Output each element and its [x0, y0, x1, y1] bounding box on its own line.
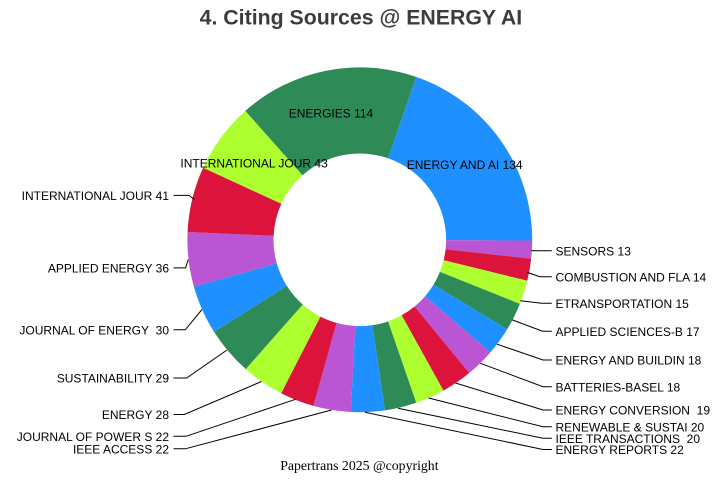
- svg-text:BATTERIES-BASEL 18: BATTERIES-BASEL 18: [556, 380, 681, 394]
- svg-text:JOURNAL OF ENERGY 30: JOURNAL OF ENERGY 30: [19, 323, 169, 337]
- svg-text:IEEE ACCESS 22: IEEE ACCESS 22: [73, 442, 169, 456]
- svg-text:ENERGY REPORTS 22: ENERGY REPORTS 22: [556, 443, 685, 457]
- svg-text:INTERNATIONAL JOUR 43: INTERNATIONAL JOUR 43: [180, 157, 328, 171]
- svg-text:ENERGY AND BUILDIN 18: ENERGY AND BUILDIN 18: [556, 354, 702, 368]
- svg-text:ENERGY 28: ENERGY 28: [102, 408, 169, 422]
- svg-text:RENEWABLE & SUSTAI 20: RENEWABLE & SUSTAI 20: [556, 420, 705, 434]
- svg-text:COMBUSTION AND FLA 14: COMBUSTION AND FLA 14: [556, 270, 707, 284]
- svg-text:ENERGIES 114: ENERGIES 114: [289, 107, 374, 121]
- svg-text:Papertrans 2025 @copyright: Papertrans 2025 @copyright: [280, 458, 438, 473]
- svg-text:ENERGY AND AI 134: ENERGY AND AI 134: [407, 158, 523, 172]
- svg-text:4. Citing Sources @ ENERGY AI: 4. Citing Sources @ ENERGY AI: [200, 5, 523, 29]
- svg-text:ETRANSPORTATION 15: ETRANSPORTATION 15: [556, 297, 690, 311]
- svg-text:IEEE TRANSACTIONS 20: IEEE TRANSACTIONS 20: [556, 432, 701, 446]
- svg-text:JOURNAL OF POWER S 22: JOURNAL OF POWER S 22: [17, 430, 170, 444]
- svg-text:INTERNATIONAL JOUR 41: INTERNATIONAL JOUR 41: [22, 189, 170, 203]
- svg-text:SENSORS 13: SENSORS 13: [556, 244, 632, 258]
- svg-text:APPLIED ENERGY 36: APPLIED ENERGY 36: [48, 262, 169, 276]
- svg-text:APPLIED SCIENCES-B 17: APPLIED SCIENCES-B 17: [556, 325, 700, 339]
- svg-text:ENERGY CONVERSION 19: ENERGY CONVERSION 19: [556, 404, 711, 418]
- svg-text:SUSTAINABILITY 29: SUSTAINABILITY 29: [57, 372, 170, 386]
